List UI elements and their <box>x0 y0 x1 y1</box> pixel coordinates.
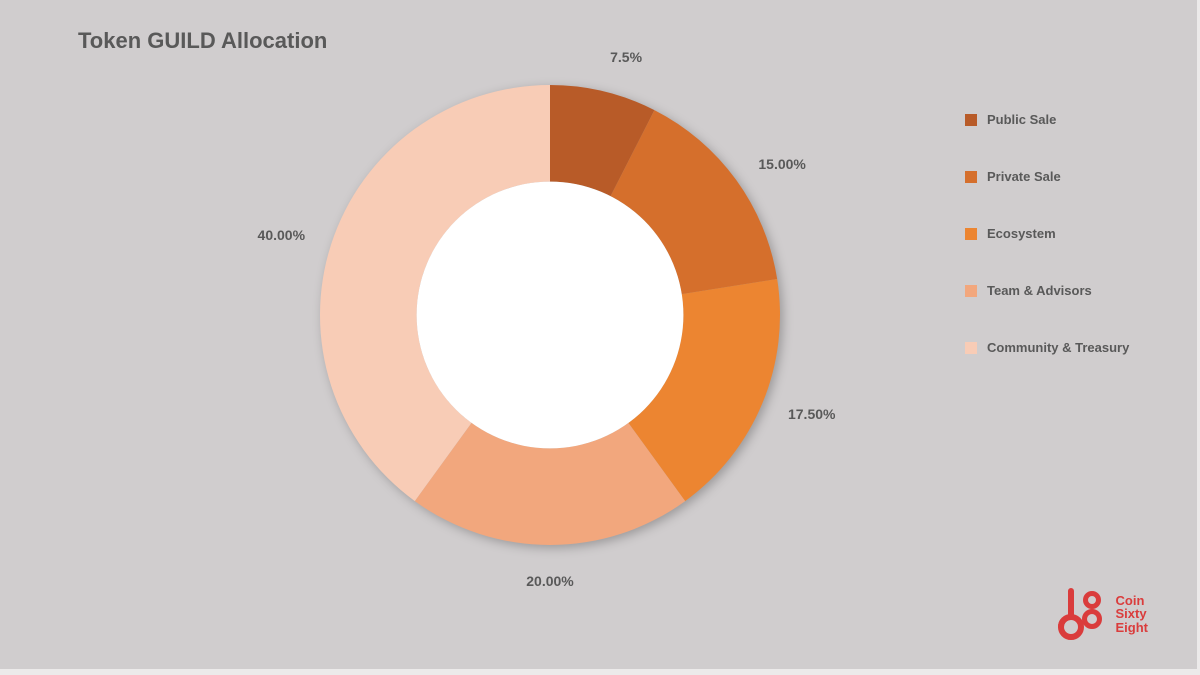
legend-label: Community & Treasury <box>987 340 1129 355</box>
legend-swatch <box>965 285 977 297</box>
legend-item: Ecosystem <box>965 226 1185 241</box>
coin68-logo-icon <box>1054 587 1112 641</box>
donut-hole <box>417 182 684 449</box>
donut-svg <box>320 85 780 545</box>
slice-label: 20.00% <box>526 573 573 589</box>
brand-logo: Coin Sixty Eight <box>1054 587 1149 641</box>
legend-swatch <box>965 228 977 240</box>
logo-line-3: Eight <box>1116 621 1149 635</box>
legend-item: Public Sale <box>965 112 1185 127</box>
legend-swatch <box>965 171 977 183</box>
legend: Public Sale Private Sale Ecosystem Team & A… <box>965 112 1185 397</box>
logo-line-1: Coin <box>1116 594 1149 608</box>
slice-label: 7.5% <box>610 49 642 65</box>
donut-chart: 7.5%15.00%17.50%20.00%40.00% <box>320 85 780 545</box>
legend-label: Private Sale <box>987 169 1061 184</box>
logo-line-2: Sixty <box>1116 607 1149 621</box>
legend-label: Ecosystem <box>987 226 1056 241</box>
slice-label: 15.00% <box>758 156 805 172</box>
legend-item: Team & Advisors <box>965 283 1185 298</box>
legend-label: Team & Advisors <box>987 283 1092 298</box>
legend-item: Community & Treasury <box>965 340 1185 355</box>
legend-swatch <box>965 114 977 126</box>
legend-item: Private Sale <box>965 169 1185 184</box>
slice-label: 17.50% <box>788 406 835 422</box>
brand-logo-text: Coin Sixty Eight <box>1116 594 1149 635</box>
legend-label: Public Sale <box>987 112 1056 127</box>
slide-border-bottom <box>0 669 1200 675</box>
legend-swatch <box>965 342 977 354</box>
slice-label: 40.00% <box>258 227 305 243</box>
chart-title: Token GUILD Allocation <box>78 28 327 54</box>
